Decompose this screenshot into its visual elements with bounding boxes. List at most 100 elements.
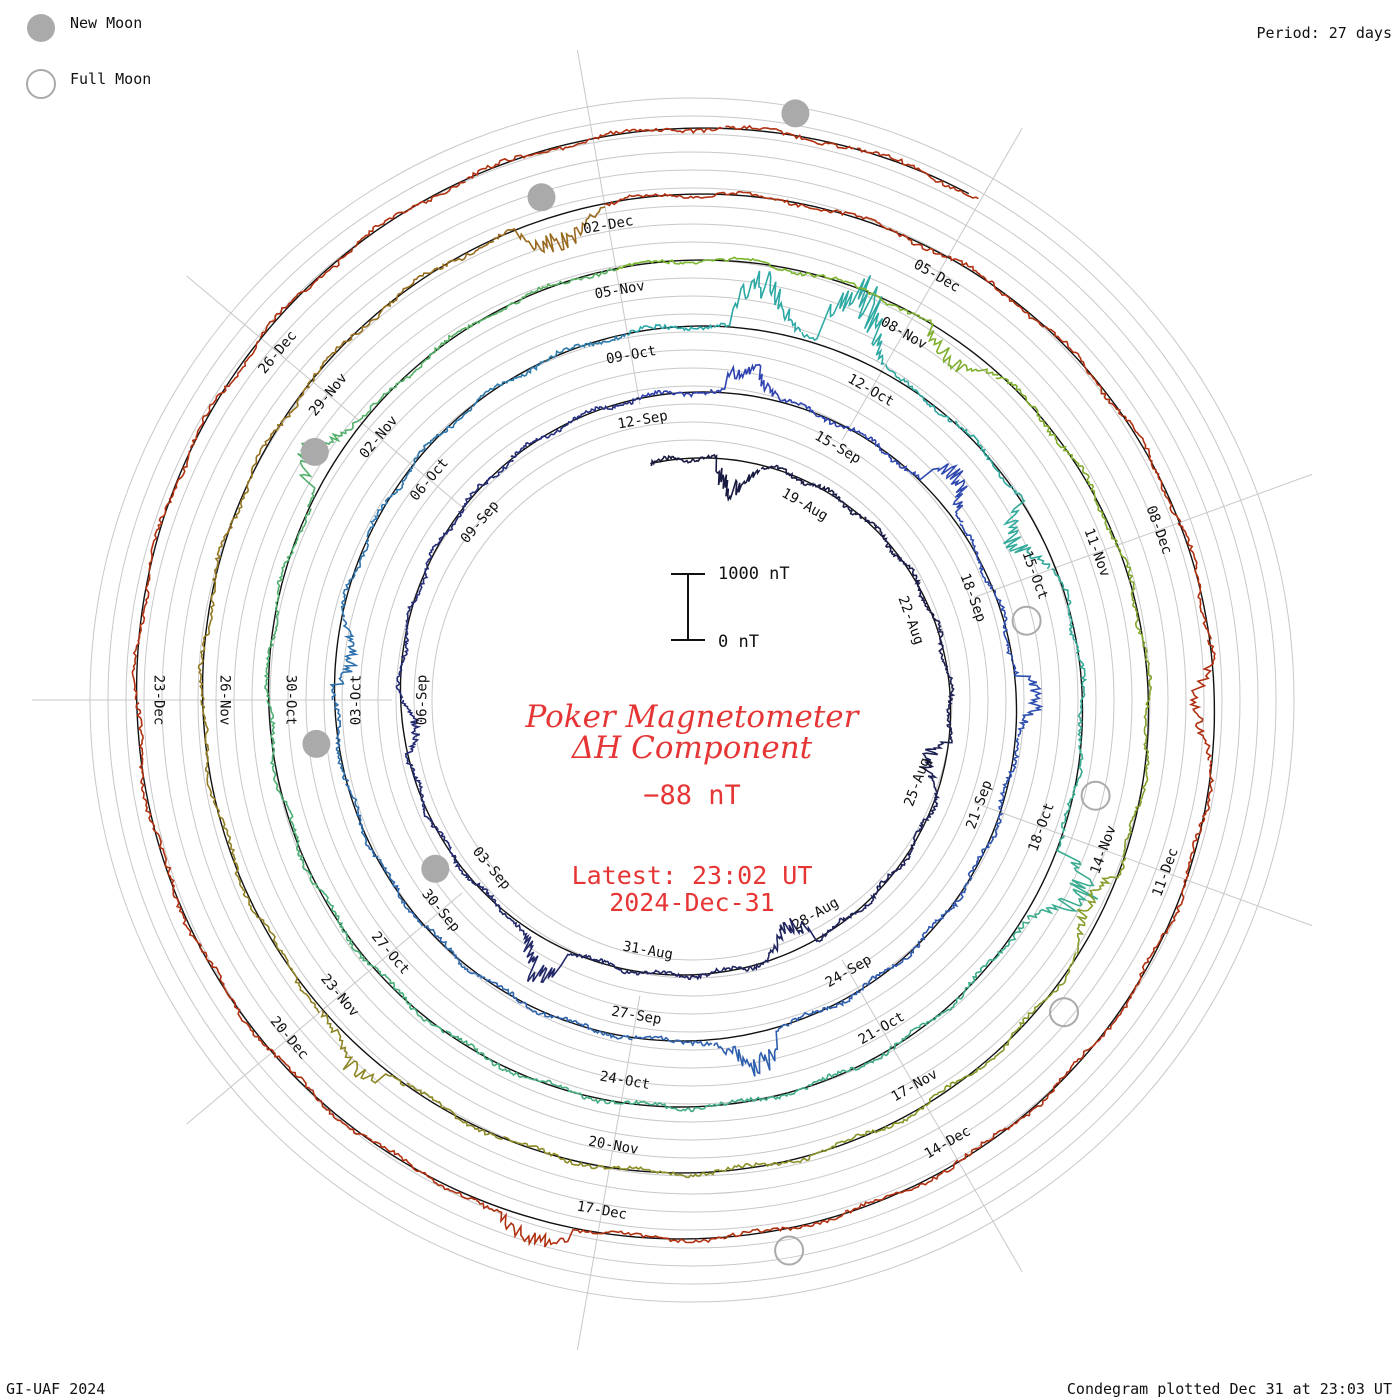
- date-label: 18-Sep: [957, 571, 989, 624]
- grid-spokes: [32, 49, 1313, 1351]
- series-line: [312, 300, 396, 383]
- series-line: [250, 379, 312, 479]
- series-line: [475, 1199, 598, 1248]
- series-line: [967, 812, 1003, 882]
- series-line: [395, 632, 409, 701]
- series-line: [272, 1050, 368, 1138]
- series-line: [948, 255, 1045, 328]
- series-line: [857, 147, 979, 200]
- series-line: [615, 258, 718, 271]
- date-label: 27-Oct: [368, 929, 413, 978]
- date-label: 08-Nov: [878, 314, 930, 353]
- series-line: [394, 240, 495, 302]
- series-line: [1075, 857, 1126, 954]
- date-label: 25-Aug: [901, 756, 933, 809]
- grid-spoke: [186, 892, 463, 1125]
- date-label: 09-Oct: [605, 343, 658, 368]
- series-line: [725, 124, 855, 150]
- full-moon-marker: [1049, 997, 1079, 1028]
- full-moon-marker: [1011, 605, 1042, 636]
- date-label: 17-Dec: [576, 1199, 629, 1224]
- series-line: [266, 699, 283, 798]
- series-line: [329, 618, 359, 701]
- full-moon-marker: [1080, 780, 1111, 811]
- series-line: [847, 426, 909, 472]
- series-line: [556, 1015, 633, 1041]
- new-moon-marker: [527, 183, 556, 212]
- series-line: [760, 464, 816, 488]
- series-line: [721, 191, 839, 214]
- plotted-label: Condegram plotted Dec 31 at 23:03 UT: [1067, 1380, 1392, 1398]
- series-line: [148, 450, 191, 572]
- date-label: 27-Sep: [610, 1004, 663, 1029]
- date-label: 11-Dec: [1149, 846, 1181, 899]
- series-line: [1054, 990, 1135, 1086]
- series-line: [959, 523, 994, 590]
- series-line: [1177, 522, 1212, 640]
- date-label: 06-Sep: [415, 675, 431, 726]
- grid-spoke: [841, 128, 1023, 441]
- series-line: [473, 882, 521, 932]
- series-line: [815, 483, 862, 520]
- series-line: [819, 273, 916, 315]
- series-line: [200, 699, 221, 813]
- series-line: [908, 463, 968, 523]
- date-label: 15-Oct: [1019, 549, 1051, 602]
- date-label: 15-Sep: [812, 428, 864, 467]
- series-line: [597, 1230, 724, 1244]
- series-line: [768, 917, 828, 957]
- series-line: [1188, 639, 1216, 761]
- series-line: [604, 192, 722, 207]
- series-line: [1122, 753, 1150, 858]
- series-line: [333, 701, 350, 782]
- date-label: 03-Oct: [349, 675, 365, 726]
- series-line: [1067, 452, 1118, 546]
- series-line: [580, 954, 644, 976]
- series-line: [609, 1165, 720, 1179]
- grid-spoke: [186, 275, 463, 508]
- series-line: [643, 969, 709, 981]
- series-line: [954, 420, 1013, 488]
- series-line: [627, 323, 713, 336]
- series-line: [715, 1086, 809, 1107]
- new-moon-marker: [300, 437, 329, 466]
- grid-spoke: [973, 473, 1313, 598]
- date-label: 20-Nov: [587, 1134, 640, 1159]
- series-line: [461, 459, 515, 508]
- series-line: [406, 1082, 503, 1141]
- new-moon-legend-label: New Moon: [70, 14, 142, 32]
- full-moon-legend-label: Full Moon: [70, 70, 151, 88]
- series-line: [366, 467, 414, 538]
- series-line: [216, 812, 259, 919]
- date-label: 17-Nov: [889, 1066, 941, 1105]
- new-moon-legend-icon: [27, 14, 55, 42]
- series-line: [135, 702, 156, 828]
- series-line: [1026, 835, 1099, 920]
- series-line: [920, 881, 970, 941]
- series-line: [717, 256, 820, 278]
- period-label: Period: 27 days: [1257, 24, 1392, 42]
- date-label: 05-Nov: [594, 278, 647, 303]
- series-line: [995, 376, 1070, 453]
- series-line: [366, 1136, 477, 1201]
- series-line: [412, 406, 473, 467]
- chart-subtitle: ΔH Component: [571, 730, 813, 766]
- date-label: 23-Dec: [151, 675, 167, 726]
- new-moon-marker: [781, 99, 810, 128]
- series-line: [571, 396, 640, 423]
- series-line: [1044, 325, 1124, 418]
- series-line: [931, 612, 949, 671]
- series-line: [945, 669, 956, 731]
- legend: New Moon Full Moon: [26, 14, 151, 99]
- series-line: [276, 508, 312, 602]
- series-line: [374, 965, 445, 1034]
- series-line: [263, 601, 280, 701]
- series-line: [1051, 568, 1081, 654]
- series-line: [638, 389, 711, 401]
- moon-markers: [300, 99, 1111, 1266]
- date-label: 08-Dec: [1143, 504, 1175, 557]
- full-moon-legend-icon: [26, 69, 56, 99]
- series-line: [358, 351, 434, 422]
- series-line: [152, 827, 203, 947]
